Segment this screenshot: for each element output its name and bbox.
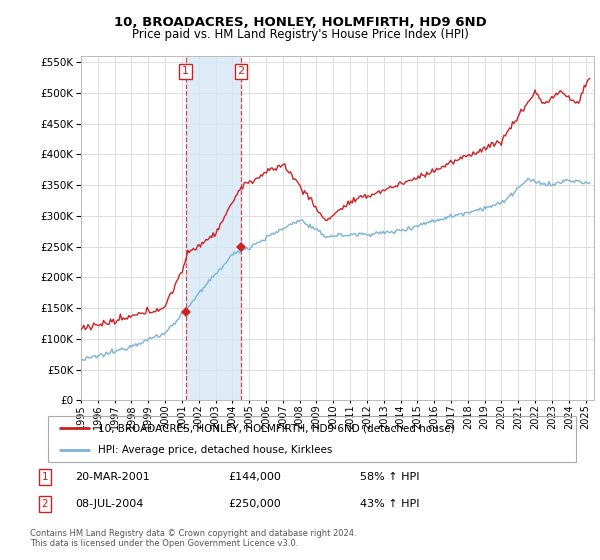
Text: Contains HM Land Registry data © Crown copyright and database right 2024.: Contains HM Land Registry data © Crown c… (30, 529, 356, 538)
Text: 2: 2 (238, 67, 245, 77)
Bar (185, 56, 241, 400)
Text: 1: 1 (41, 472, 49, 482)
Text: 2: 2 (41, 499, 49, 509)
Text: 10, BROADACRES, HONLEY, HOLMFIRTH, HD9 6ND (detached house): 10, BROADACRES, HONLEY, HOLMFIRTH, HD9 6… (98, 423, 455, 433)
Text: £250,000: £250,000 (228, 499, 281, 509)
Text: HPI: Average price, detached house, Kirklees: HPI: Average price, detached house, Kirk… (98, 445, 332, 455)
Text: 10, BROADACRES, HONLEY, HOLMFIRTH, HD9 6ND: 10, BROADACRES, HONLEY, HOLMFIRTH, HD9 6… (113, 16, 487, 29)
Text: 58% ↑ HPI: 58% ↑ HPI (360, 472, 419, 482)
Text: This data is licensed under the Open Government Licence v3.0.: This data is licensed under the Open Gov… (30, 539, 298, 548)
Text: 1: 1 (182, 67, 189, 77)
Text: Price paid vs. HM Land Registry's House Price Index (HPI): Price paid vs. HM Land Registry's House … (131, 28, 469, 41)
Text: £144,000: £144,000 (228, 472, 281, 482)
Text: 08-JUL-2004: 08-JUL-2004 (75, 499, 143, 509)
Text: 43% ↑ HPI: 43% ↑ HPI (360, 499, 419, 509)
Text: 20-MAR-2001: 20-MAR-2001 (75, 472, 150, 482)
